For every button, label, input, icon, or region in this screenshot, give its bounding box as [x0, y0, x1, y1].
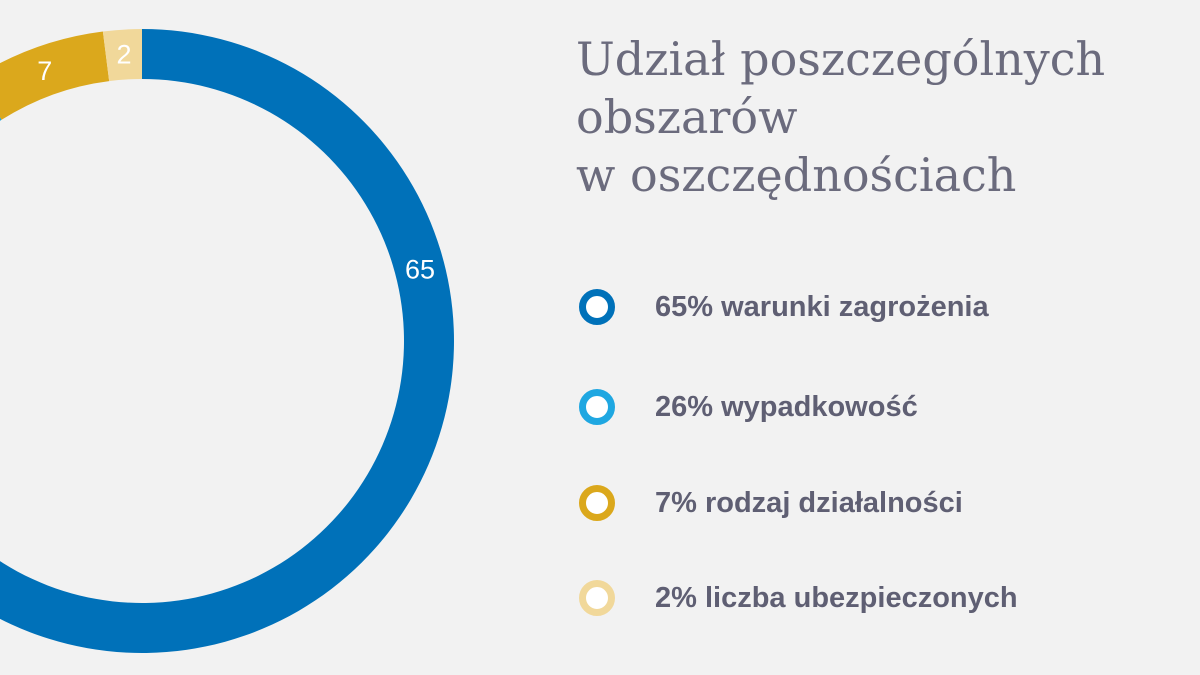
donut-slice-2 — [102, 29, 142, 82]
legend-label: 7% rodzaj działalności — [655, 486, 963, 519]
donut-label-65: 65 — [405, 255, 435, 285]
legend-item-rodzaj-dzialalnosci: 7% rodzaj działalności — [576, 481, 963, 525]
legend-label: 2% liczba ubezpieczonych — [655, 581, 1018, 614]
legend-ring-icon — [579, 289, 615, 325]
chart-title-line-1: Udział poszczególnych — [576, 32, 1106, 86]
legend-ring-icon — [579, 389, 615, 425]
legend-ring-icon — [579, 485, 615, 521]
legend-ring-icon — [579, 580, 615, 616]
donut-label-2: 2 — [116, 40, 131, 70]
chart-title: Udział poszczególnych obszarów w oszczęd… — [576, 30, 1200, 204]
chart-title-line-3: w oszczędnościach — [576, 148, 1017, 202]
donut-label-7: 7 — [37, 56, 52, 86]
legend-label: 65% warunki zagrożenia — [655, 290, 989, 323]
legend-item-liczba-ubezpieczonych: 2% liczba ubezpieczonych — [576, 576, 1018, 620]
legend-item-wypadkowosc: 26% wypadkowość — [576, 385, 918, 429]
donut-slice-26 — [0, 117, 2, 121]
donut-slice-7 — [0, 31, 110, 120]
chart-title-line-2: obszarów — [576, 90, 798, 144]
legend-label: 26% wypadkowość — [655, 390, 918, 423]
donut-slice-65 — [0, 29, 454, 653]
legend-item-warunki-zagrozenia: 65% warunki zagrożenia — [576, 285, 989, 329]
